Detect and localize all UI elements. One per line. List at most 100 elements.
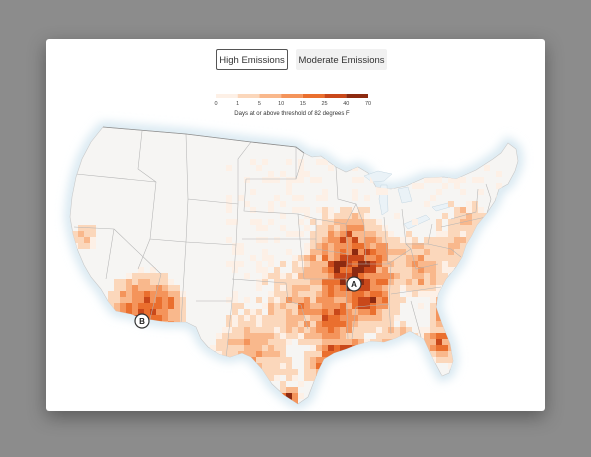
- county-cell: [358, 393, 364, 399]
- county-cell: [232, 327, 238, 333]
- county-cell: [274, 351, 280, 357]
- county-cell: [400, 369, 406, 375]
- county-cell: [460, 327, 466, 333]
- county-cell: [274, 273, 280, 279]
- county-cell: [364, 255, 370, 261]
- county-cell: [292, 309, 298, 315]
- county-cell: [466, 399, 472, 405]
- county-cell: [466, 201, 472, 207]
- county-cell: [382, 291, 388, 297]
- county-cell: [436, 225, 442, 231]
- county-cell: [412, 363, 418, 369]
- county-cell: [280, 291, 286, 297]
- county-cell: [256, 327, 262, 333]
- marker-a[interactable]: A: [347, 277, 361, 291]
- county-cell: [162, 297, 168, 303]
- county-cell: [310, 237, 316, 243]
- county-cell: [460, 297, 466, 303]
- county-cell: [322, 393, 328, 399]
- county-cell: [340, 393, 346, 399]
- county-cell: [508, 201, 514, 207]
- county-cell: [466, 315, 472, 321]
- county-cell: [418, 273, 424, 279]
- county-cell: [328, 381, 334, 387]
- county-cell: [180, 303, 186, 309]
- county-cell: [454, 297, 460, 303]
- county-cell: [226, 315, 232, 321]
- county-cell: [274, 315, 280, 321]
- county-cell: [364, 195, 370, 201]
- county-cell: [322, 333, 328, 339]
- county-cell: [256, 285, 262, 291]
- county-cell: [340, 387, 346, 393]
- county-cell: [250, 333, 256, 339]
- county-cell: [292, 333, 298, 339]
- county-cell: [262, 405, 268, 411]
- county-cell: [394, 273, 400, 279]
- county-cell: [502, 225, 508, 231]
- county-cell: [156, 345, 162, 351]
- county-cell: [256, 345, 262, 351]
- county-cell: [376, 321, 382, 327]
- county-cell: [168, 285, 174, 291]
- county-cell: [216, 345, 222, 351]
- county-cell: [108, 315, 114, 321]
- county-cell: [180, 351, 186, 357]
- county-cell: [460, 189, 466, 195]
- county-cell: [310, 255, 316, 261]
- county-cell: [352, 219, 358, 225]
- county-cell: [316, 351, 322, 357]
- county-cell: [126, 273, 132, 279]
- county-cell: [376, 327, 382, 333]
- county-cell: [256, 381, 262, 387]
- county-cell: [132, 285, 138, 291]
- county-cell: [472, 291, 478, 297]
- county-cell: [454, 231, 460, 237]
- county-cell: [322, 255, 328, 261]
- county-cell: [114, 333, 120, 339]
- county-cell: [484, 375, 490, 381]
- county-cell: [436, 327, 442, 333]
- county-cell: [250, 381, 256, 387]
- county-cell: [304, 351, 310, 357]
- county-cell: [514, 267, 520, 273]
- county-cell: [382, 399, 388, 405]
- marker-b[interactable]: B: [135, 314, 149, 328]
- county-cell: [484, 165, 490, 171]
- county-cell: [280, 321, 286, 327]
- county-cell: [316, 339, 322, 345]
- county-cell: [388, 315, 394, 321]
- county-cell: [138, 273, 144, 279]
- county-cell: [376, 243, 382, 249]
- county-cell: [304, 363, 310, 369]
- county-cell: [316, 159, 322, 165]
- county-cell: [424, 273, 430, 279]
- county-cell: [448, 303, 454, 309]
- county-cell: [448, 243, 454, 249]
- county-cell: [298, 177, 304, 183]
- county-cell: [340, 297, 346, 303]
- county-cell: [274, 375, 280, 381]
- county-cell: [144, 273, 150, 279]
- county-cell: [274, 195, 280, 201]
- county-cell: [262, 321, 268, 327]
- county-cell: [238, 243, 244, 249]
- county-cell: [376, 291, 382, 297]
- county-cell: [268, 291, 274, 297]
- county-cell: [322, 303, 328, 309]
- county-cell: [280, 351, 286, 357]
- county-cell: [268, 345, 274, 351]
- county-cell: [244, 177, 250, 183]
- county-cell: [150, 285, 156, 291]
- county-cell: [120, 333, 126, 339]
- county-cell: [262, 363, 268, 369]
- county-cell: [508, 219, 514, 225]
- county-cell: [232, 339, 238, 345]
- county-cell: [304, 339, 310, 345]
- county-cell: [436, 165, 442, 171]
- county-cell: [322, 273, 328, 279]
- county-cell: [406, 231, 412, 237]
- county-cell: [156, 327, 162, 333]
- county-cell: [382, 333, 388, 339]
- county-cell: [364, 285, 370, 291]
